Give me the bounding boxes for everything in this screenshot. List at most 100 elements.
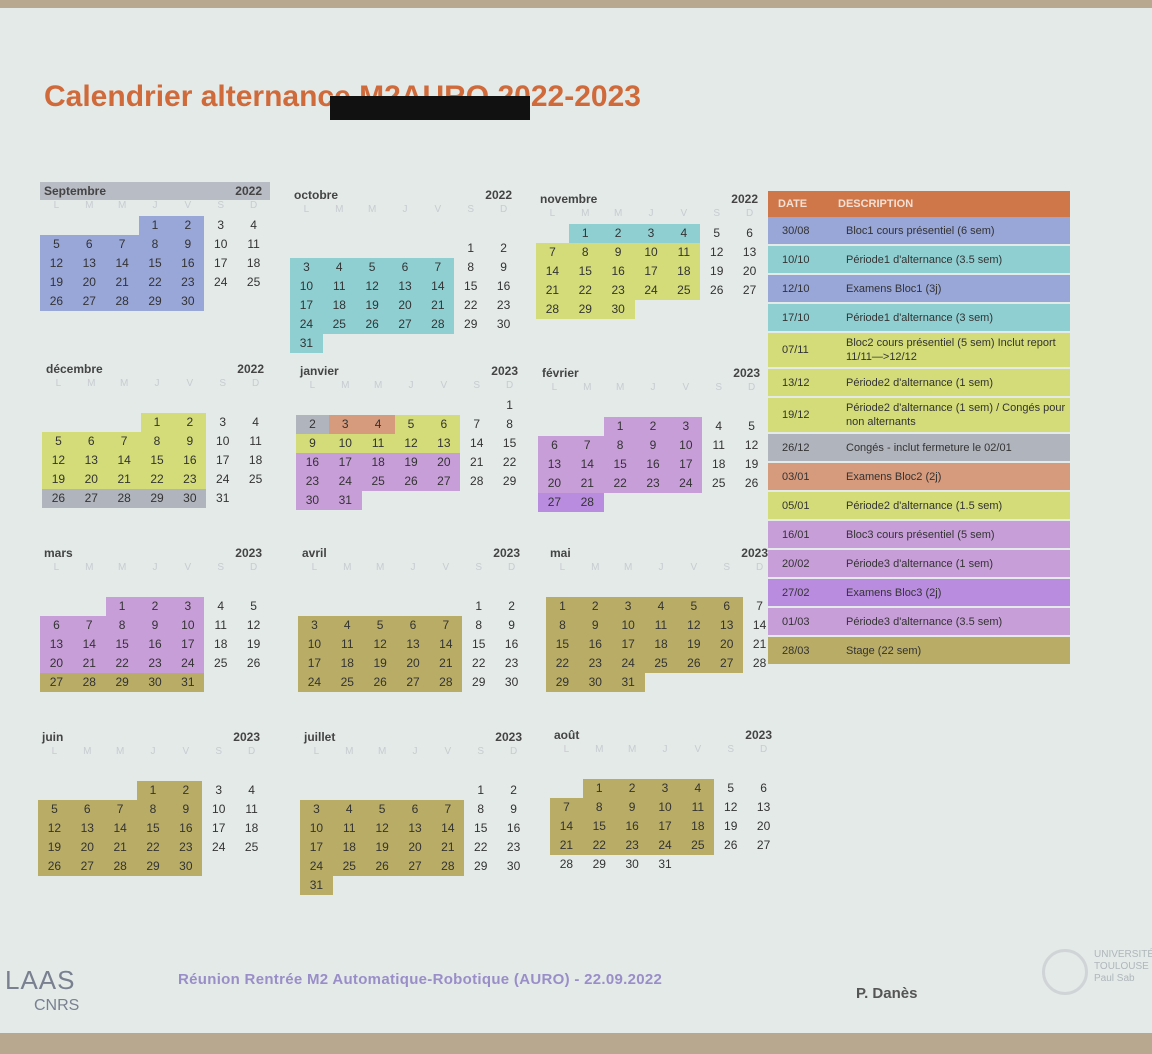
legend-header-date: DATE: [778, 198, 808, 210]
legend-date: 20/02: [782, 557, 810, 570]
day-cell: 9: [171, 235, 205, 254]
weekday-label: J: [402, 204, 408, 215]
day-cell: 27: [398, 857, 432, 876]
weekday-label: L: [551, 382, 558, 393]
day-cell: 18: [330, 654, 364, 673]
legend-date: 10/10: [782, 253, 810, 266]
legend-description: Période1 d'alternance (3.5 sem): [846, 253, 1003, 266]
day-cell: 7: [72, 616, 106, 635]
month-header: juin 2023: [38, 728, 268, 746]
day-cell: 23: [496, 298, 511, 312]
day-cell: 30: [578, 673, 612, 692]
day-cell: 11: [644, 616, 678, 635]
day-cell: 16: [506, 821, 521, 835]
day-cell: 22: [568, 281, 602, 300]
day-cell: 7: [550, 798, 583, 817]
day-cell: 28: [421, 315, 455, 334]
day-cell: 9: [296, 434, 329, 453]
footer: LAAS CNRS Réunion Rentrée M2 Automatique…: [0, 943, 1152, 1033]
day-cell: 22: [464, 298, 478, 312]
day-cell: 4: [644, 597, 678, 616]
day-cell: 21: [470, 455, 484, 469]
day-cell: 27: [72, 292, 106, 311]
month-calendar: juin 2023 L M M J V S D 1 2 3 4 5 6 7 8 9 10 11 12 13 14 15 16 17…: [38, 728, 268, 876]
day-cell: 29: [474, 859, 488, 873]
weekday-label: M: [119, 378, 129, 389]
day-cell: 13: [398, 819, 432, 838]
day-cell: 28: [431, 857, 465, 876]
day-cell: 28: [536, 300, 569, 319]
day-cell: 9: [510, 802, 517, 816]
day-cell: 8: [138, 235, 172, 254]
day-cell: 21: [431, 838, 465, 857]
day-cell: 28: [429, 673, 463, 692]
weekday-label: J: [658, 562, 664, 573]
day-cell: 12: [246, 618, 261, 632]
day-cell: 8: [477, 802, 485, 816]
weekday-label: L: [303, 204, 310, 215]
weekday-label: M: [85, 200, 94, 211]
day-cell: 18: [322, 296, 356, 315]
month-name: avril: [302, 546, 327, 560]
day-cell: 22: [474, 840, 488, 854]
month-year: 2023: [733, 366, 760, 380]
day-cell: 19: [363, 654, 397, 673]
day-cell: 2: [169, 781, 203, 800]
day-cell: 16: [169, 819, 203, 838]
month-name: décembre: [46, 362, 103, 376]
day-cell: 13: [710, 616, 744, 635]
day-cell: 1: [140, 413, 174, 432]
legend-row: 16/01 Bloc3 cours présentiel (5 sem): [768, 521, 1070, 550]
day-cell: 21: [570, 474, 604, 493]
day-cell: 2: [510, 783, 517, 797]
legend-row: 19/12 Période2 d'alternance (1 sem) / Con…: [768, 398, 1070, 434]
legend-row: 01/03 Période3 d'alternance (3.5 sem): [768, 608, 1070, 637]
day-cell: 7: [570, 436, 604, 455]
day-cell: 1: [467, 241, 475, 255]
day-cell: 5: [42, 432, 75, 451]
weekday-label: V: [682, 382, 690, 393]
day-cell: 9: [138, 616, 172, 635]
weekday-label: D: [505, 380, 514, 391]
day-cell: 13: [72, 254, 106, 273]
weekday-label: M: [373, 380, 383, 391]
legend-date: 30/08: [782, 224, 810, 237]
day-cell: 3: [219, 415, 227, 429]
weekday-label: M: [627, 744, 637, 755]
day-cell: 31: [216, 491, 230, 505]
day-cell: 4: [330, 616, 364, 635]
month-name: janvier: [300, 364, 339, 378]
day-cell: 16: [601, 262, 635, 281]
day-cell: 10: [298, 635, 331, 654]
day-cell: 12: [42, 451, 75, 470]
day-cell: 6: [746, 226, 753, 240]
day-cell: 24: [648, 836, 682, 855]
day-grid: 1 2 3 4 5 6 7 8 9 10 11 12 13 14 15 16 17 18 19 20 21 22 23 24 2…: [38, 762, 268, 876]
day-cell: 5: [394, 415, 428, 434]
weekday-label: J: [152, 562, 158, 573]
day-cell: 6: [538, 436, 571, 455]
weekday-label: M: [581, 208, 590, 219]
day-cell: 25: [681, 836, 715, 855]
weekday-label: M: [115, 746, 125, 757]
month-calendar: décembre 2022 L M M J V S D 1 2 3 4 5 6 7 8 9 10 11 12 13 14 15…: [42, 360, 272, 508]
day-cell: 23: [171, 273, 205, 292]
day-cell: 19: [724, 819, 738, 833]
month-header: février 2023: [538, 364, 768, 382]
day-cell: 17: [216, 453, 230, 467]
weekday-label: S: [467, 204, 475, 215]
day-cell: 8: [475, 618, 483, 632]
day-cell: 12: [394, 434, 428, 453]
day-cell: 21: [429, 654, 463, 673]
day-cell: 17: [212, 821, 226, 835]
day-cell: 31: [300, 876, 333, 895]
day-cell: 9: [173, 432, 207, 451]
weekday-label: J: [152, 200, 158, 211]
day-cell: 16: [636, 455, 670, 474]
weekday-label: D: [247, 746, 256, 757]
day-cell: 8: [467, 260, 475, 274]
